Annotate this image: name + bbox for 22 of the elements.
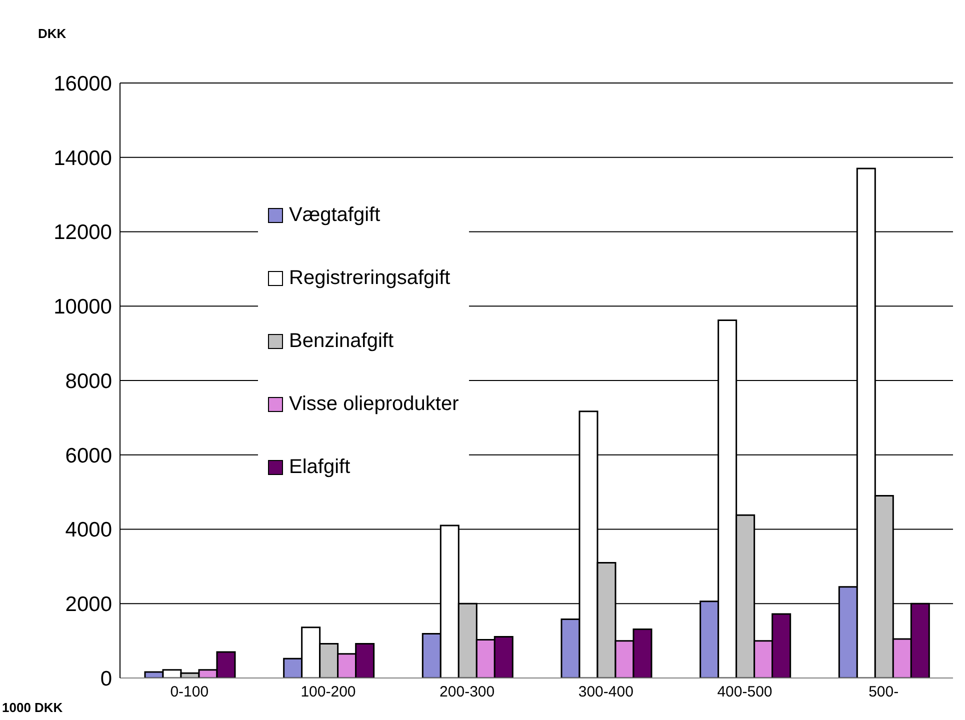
x-axis-title: 1000 DKK (2, 700, 63, 715)
x-tick-label: 500- (868, 684, 899, 701)
x-tick-label: 400-500 (717, 684, 772, 701)
legend-label: Benzinafgift (289, 330, 394, 353)
y-axis-title: DKK (38, 26, 66, 41)
y-tick-label: 16000 (54, 72, 112, 96)
legend-label: Visse olieprodukter (289, 393, 459, 416)
y-tick-label: 10000 (54, 296, 112, 319)
x-tick-label: 200-300 (440, 684, 495, 701)
y-tick-label: 2000 (65, 593, 112, 616)
y-tick-label: 0 (100, 667, 112, 690)
x-tick-label: 100-200 (300, 684, 356, 701)
legend-label: Vægtafgift (289, 204, 380, 227)
y-tick-label: 8000 (65, 370, 112, 393)
legend-label: Elafgift (289, 456, 350, 479)
y-tick-label: 6000 (65, 444, 112, 468)
x-tick-label: 300-400 (578, 684, 634, 701)
legend-label: Registreringsafgift (289, 267, 450, 290)
x-tick-label: 0-100 (170, 684, 209, 701)
y-tick-label: 14000 (54, 146, 112, 170)
y-tick-label: 12000 (54, 221, 112, 244)
y-tick-label: 4000 (65, 518, 112, 542)
